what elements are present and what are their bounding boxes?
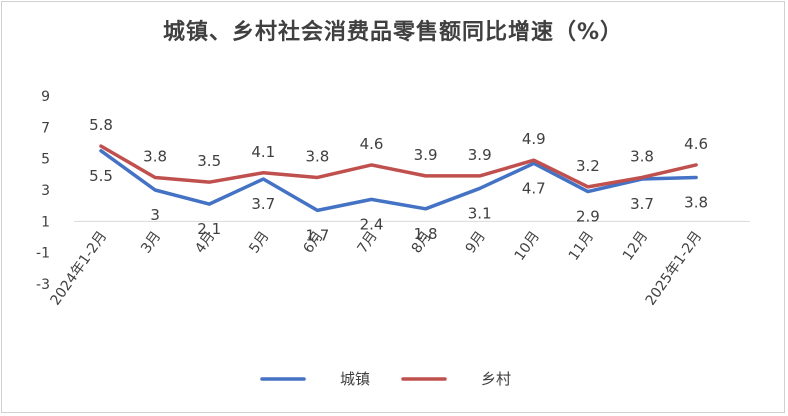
y-axis-ticks: -3 -1 1 3 5 7 9: [36, 89, 50, 293]
x-tick-label: 12月: [620, 228, 651, 263]
data-label-rural: 4.6: [684, 135, 708, 153]
data-label-rural: 3.8: [630, 147, 654, 165]
x-axis: 2024年1-2月 3月 4月 5月 6月 7月 8月 9月 10月 11月 12月2025年1-2…: [48, 220, 750, 308]
x-tick-label: 9月: [463, 228, 489, 256]
y-tick-label: -3: [36, 277, 50, 293]
y-tick-label: -1: [36, 246, 50, 262]
legend-label: 城镇: [340, 370, 370, 388]
data-label-rural: 4.6: [360, 135, 384, 153]
y-tick-label: 9: [41, 89, 50, 105]
x-tick-label: 2024年1-2月: [48, 228, 111, 308]
data-label-rural: 3.2: [576, 157, 600, 175]
y-tick-label: 3: [41, 183, 50, 199]
data-label-rural: 3.9: [414, 146, 438, 164]
x-tick-label: 10月: [512, 228, 543, 263]
data-label-urban: 3.7: [251, 195, 275, 213]
legend: 城镇 乡村: [260, 370, 511, 388]
chart-title: 城镇、乡村社会消费品零售额同比增速（%）: [162, 20, 624, 45]
data-label-urban: 4.7: [522, 179, 546, 197]
data-label-urban: 3.1: [468, 204, 492, 222]
x-tick-label: 11月: [566, 228, 597, 263]
data-label-urban: 3.8: [684, 193, 708, 211]
data-label-rural: 3.9: [468, 146, 492, 164]
data-label-urban: 3: [150, 206, 160, 224]
y-tick-label: 1: [41, 214, 50, 230]
data-label-urban: 5.5: [89, 167, 113, 185]
data-labels: 5.8 3.8 3.5 4.1 3.8 4.6 3.9 3.9 4.9 3.2 3.8 4.6 5.5 3…: [89, 116, 708, 244]
data-label-urban: 1.8: [414, 225, 438, 243]
data-label-urban: 2.9: [576, 208, 600, 226]
data-label-rural: 4.1: [251, 143, 275, 161]
data-label-rural: 4.9: [522, 130, 546, 148]
data-label-urban: 1.7: [305, 226, 329, 244]
data-label-urban: 3.7: [630, 195, 654, 213]
legend-label: 乡村: [481, 370, 511, 388]
data-label-urban: 2.1: [197, 220, 221, 238]
series-line-urban: [99, 149, 698, 213]
y-tick-label: 5: [41, 152, 50, 168]
x-tick-label: 2025年1-2月: [643, 228, 706, 308]
data-label-rural: 5.8: [89, 116, 113, 134]
y-tick-label: 7: [41, 120, 50, 136]
data-label-urban: 2.4: [360, 215, 384, 233]
x-tick-label: 5月: [246, 228, 272, 256]
series-line-rural: [99, 144, 698, 189]
data-label-rural: 3.8: [305, 147, 329, 165]
x-tick-label: 3月: [138, 228, 164, 256]
series-lines: [99, 144, 698, 213]
data-label-rural: 3.8: [143, 147, 167, 165]
data-label-rural: 3.5: [197, 152, 221, 170]
